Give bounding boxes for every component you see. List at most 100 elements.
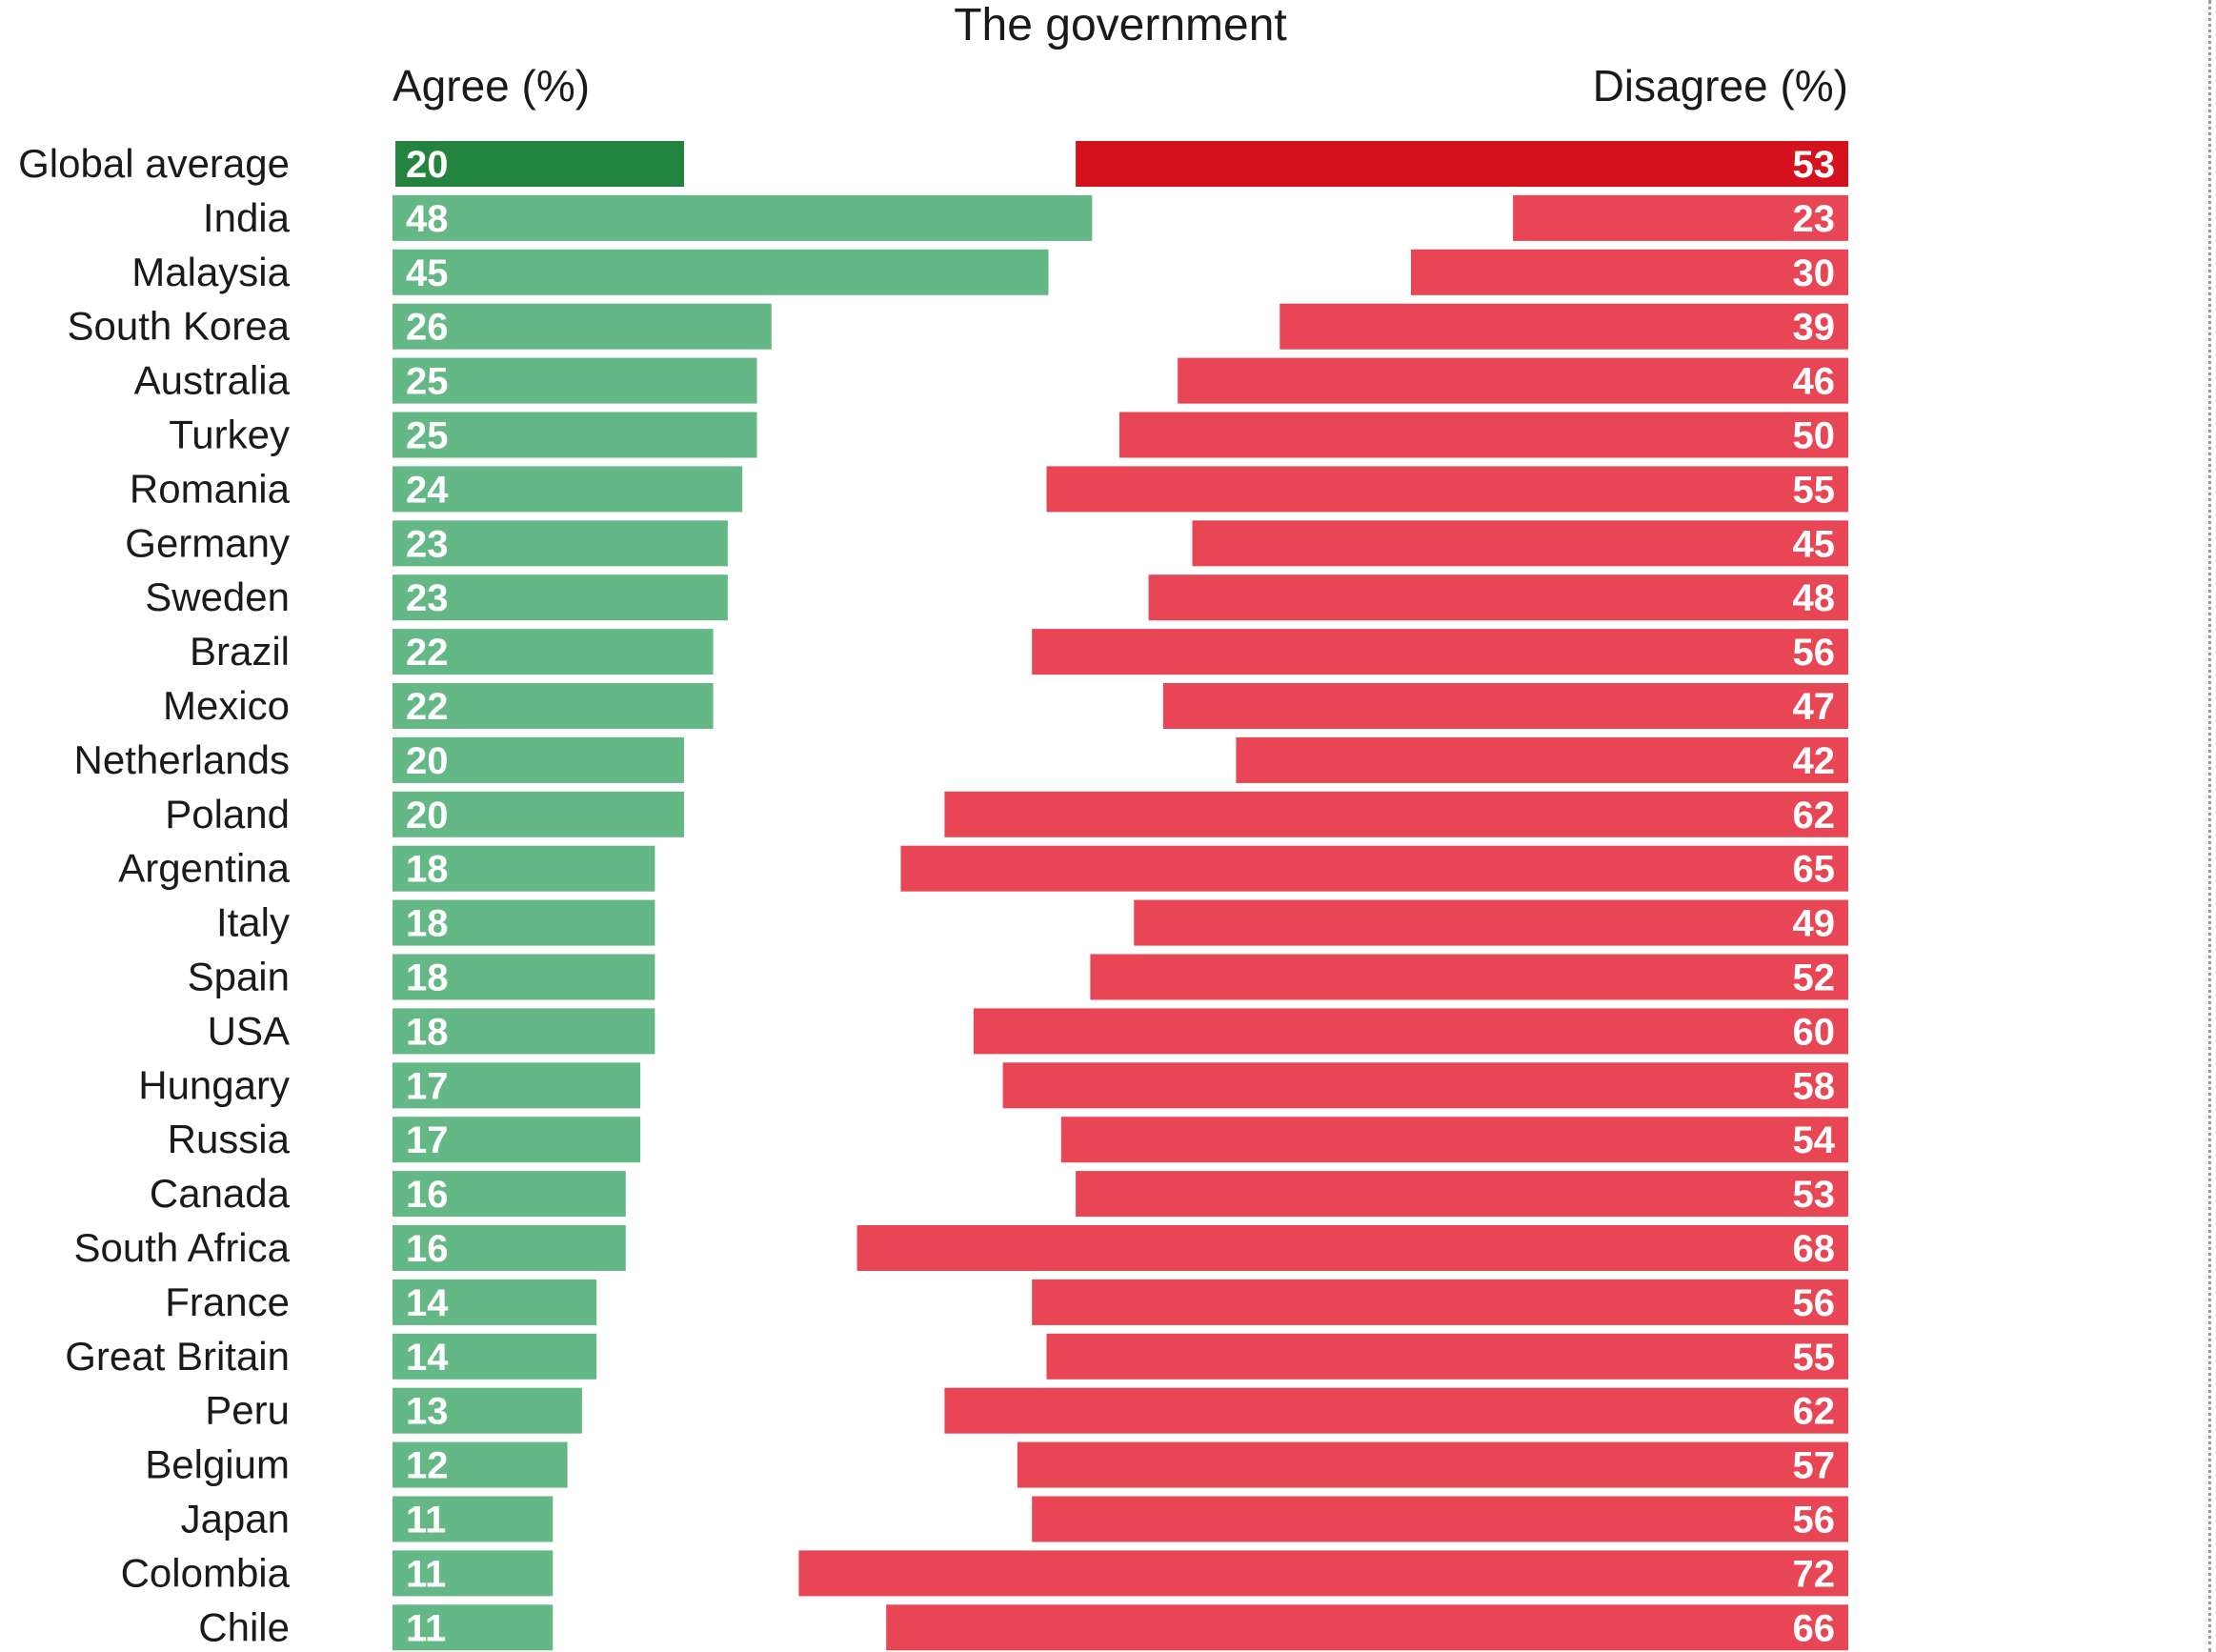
disagree-value-label: 54 xyxy=(1793,1119,1836,1161)
agree-bar xyxy=(393,683,714,729)
disagree-bar xyxy=(798,1550,1848,1597)
disagree-bar xyxy=(1134,899,1848,946)
category-label: Chile xyxy=(198,1604,290,1649)
chart-row-netherlands: Netherlands 20 42 xyxy=(74,736,1848,783)
agree-bar xyxy=(393,303,772,350)
category-label: Poland xyxy=(165,792,290,836)
disagree-bar xyxy=(1002,1062,1848,1109)
disagree-bar xyxy=(856,1225,1848,1271)
disagree-value-label: 56 xyxy=(1793,1500,1836,1541)
chart-row-turkey: Turkey 25 50 xyxy=(169,412,1848,458)
disagree-bar xyxy=(974,1008,1848,1055)
chart-row-great-britain: Great Britain 14 55 xyxy=(65,1333,1848,1380)
chart-row-usa: USA 18 60 xyxy=(208,1008,1848,1055)
agree-value-label: 11 xyxy=(406,1607,446,1649)
chart-row-spain: Spain 18 52 xyxy=(188,954,1848,1000)
category-label: Netherlands xyxy=(74,737,290,782)
disagree-value-label: 23 xyxy=(1793,198,1836,240)
category-label: India xyxy=(203,195,291,240)
agree-bar xyxy=(393,249,1049,295)
chart-row-sweden: Sweden 23 48 xyxy=(145,574,1848,621)
agree-value-label: 12 xyxy=(406,1445,449,1487)
chart-row-canada: Canada 16 53 xyxy=(150,1171,1848,1218)
agree-value-label: 20 xyxy=(406,740,449,782)
agree-value-label: 22 xyxy=(406,632,449,674)
disagree-bar xyxy=(1279,303,1848,350)
category-label: Belgium xyxy=(145,1442,290,1487)
disagree-value-label: 55 xyxy=(1793,1337,1836,1379)
agree-bar xyxy=(393,736,684,783)
disagree-value-label: 68 xyxy=(1793,1228,1836,1270)
disagree-value-label: 53 xyxy=(1793,144,1836,186)
chart-row-brazil: Brazil 22 56 xyxy=(190,629,1848,675)
category-label: Great Britain xyxy=(65,1334,290,1379)
disagree-bar xyxy=(1017,1441,1848,1488)
disagree-bar xyxy=(1076,1171,1848,1218)
disagree-bar xyxy=(1090,954,1848,1000)
category-label: Germany xyxy=(125,520,290,565)
chart-row-france: France 14 56 xyxy=(165,1279,1848,1325)
category-label: Peru xyxy=(205,1388,290,1433)
agree-bar xyxy=(393,1171,626,1218)
agree-bar xyxy=(393,574,728,621)
chart-row-south-africa: South Africa 16 68 xyxy=(74,1225,1848,1271)
disagree-bar xyxy=(944,1387,1848,1434)
category-label: Italy xyxy=(216,900,290,945)
disagree-bar xyxy=(1032,1496,1848,1542)
disagree-header: Disagree (%) xyxy=(1593,61,1848,111)
category-label: France xyxy=(165,1279,290,1324)
chart-row-hungary: Hungary 17 58 xyxy=(138,1062,1848,1109)
category-label: Mexico xyxy=(163,683,290,728)
disagree-value-label: 42 xyxy=(1793,740,1836,782)
agree-bar xyxy=(395,141,684,187)
agree-value-label: 24 xyxy=(406,469,449,511)
disagree-value-label: 55 xyxy=(1793,469,1836,511)
dotted-divider xyxy=(2208,0,2211,1652)
agree-bar xyxy=(393,1062,641,1109)
agree-value-label: 23 xyxy=(406,523,449,565)
agree-bar xyxy=(393,791,684,837)
agree-value-label: 16 xyxy=(406,1228,449,1270)
agree-value-label: 16 xyxy=(406,1174,449,1216)
category-label: South Africa xyxy=(74,1225,291,1270)
agree-value-label: 14 xyxy=(406,1337,449,1379)
agree-bar xyxy=(393,1604,554,1651)
disagree-bar xyxy=(1148,574,1848,621)
agree-value-label: 13 xyxy=(406,1391,449,1433)
disagree-value-label: 65 xyxy=(1793,849,1836,891)
disagree-bar xyxy=(1076,141,1848,187)
agree-bar xyxy=(393,1279,597,1325)
disagree-bar xyxy=(1119,412,1848,458)
disagree-value-label: 30 xyxy=(1793,252,1836,294)
agree-bar xyxy=(393,845,655,892)
agree-bar xyxy=(393,1333,597,1380)
agree-value-label: 45 xyxy=(406,252,449,294)
chart-row-russia: Russia 17 54 xyxy=(168,1117,1848,1163)
agree-value-label: 18 xyxy=(406,849,449,891)
category-label: Brazil xyxy=(190,629,290,674)
agree-value-label: 25 xyxy=(406,415,449,457)
agree-bar xyxy=(393,1117,641,1163)
agree-value-label: 20 xyxy=(406,144,449,186)
disagree-value-label: 66 xyxy=(1793,1607,1836,1649)
category-label: Colombia xyxy=(121,1550,291,1595)
chart-title: The government xyxy=(954,0,1287,50)
agree-value-label: 11 xyxy=(406,1553,446,1595)
disagree-bar xyxy=(1162,683,1848,729)
chart-row-peru: Peru 13 62 xyxy=(205,1387,1848,1434)
disagree-value-label: 46 xyxy=(1793,361,1836,403)
disagree-value-label: 56 xyxy=(1793,632,1836,674)
agree-value-label: 23 xyxy=(406,577,449,619)
disagree-bar xyxy=(1032,629,1848,675)
disagree-bar xyxy=(1046,466,1848,513)
category-label: Spain xyxy=(188,955,290,999)
agree-bar xyxy=(393,194,1093,241)
category-label: Hungary xyxy=(138,1062,290,1107)
disagree-bar xyxy=(1060,1117,1848,1163)
disagree-bar xyxy=(1046,1333,1848,1380)
agree-value-label: 25 xyxy=(406,361,449,403)
agree-bar xyxy=(393,466,743,513)
chart-rows: Global average 20 53 India 48 23 Malaysia 45 30 S… xyxy=(18,141,1848,1651)
category-label: USA xyxy=(208,1008,290,1053)
